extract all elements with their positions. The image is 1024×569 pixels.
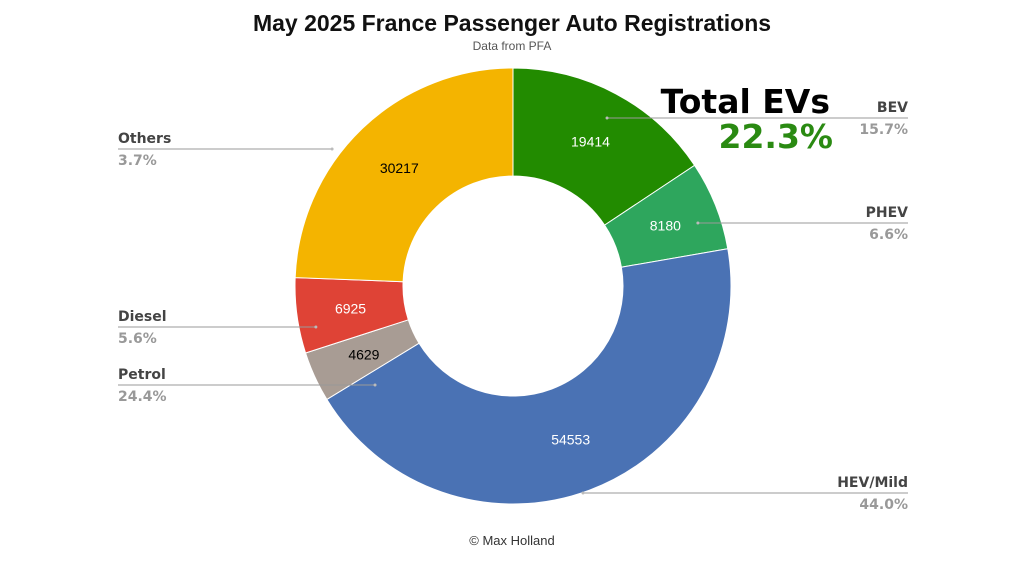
leader-dot-phev [696, 221, 700, 225]
percent-label-bev: 15.7% [859, 122, 908, 138]
chart-title: May 2025 France Passenger Auto Registrat… [253, 10, 771, 36]
total-evs-title: Total EVs [661, 82, 830, 121]
value-labels-group: 19414 8180 54553 4629 6925 30217 [335, 133, 681, 447]
percent-label-diesel: 5.6% [118, 331, 157, 347]
total-evs-value: 22.3% [719, 117, 834, 156]
category-label-diesel: Diesel [118, 309, 167, 325]
slice-petrol [294, 67, 514, 283]
leader-dot-bev [605, 116, 609, 120]
chart-credit: © Max Holland [469, 533, 554, 548]
slice-hev-mild [326, 248, 732, 505]
value-label-others: 4629 [348, 346, 379, 362]
leader-dot-diesel [314, 325, 318, 329]
percent-label-petrol: 24.4% [118, 389, 167, 405]
value-label-hev-mild: 54553 [551, 432, 590, 448]
category-label-bev: BEV [877, 100, 908, 116]
category-label-phev: PHEV [866, 205, 909, 221]
percent-label-hev-mild: 44.0% [859, 497, 908, 513]
slice-bev [512, 67, 696, 226]
category-label-hev-mild: HEV/Mild [837, 475, 908, 491]
value-label-bev: 19414 [571, 133, 610, 149]
category-labels-group: BEV 15.7% PHEV 6.6% HEV/Mild 44.0% Others 3.7% D… [118, 100, 908, 513]
value-label-phev: 8180 [650, 217, 681, 233]
value-label-diesel: 6925 [335, 300, 366, 316]
category-label-petrol: Petrol [118, 367, 166, 383]
category-label-others: Others [118, 131, 171, 147]
value-label-petrol: 30217 [380, 160, 419, 176]
percent-label-others: 3.7% [118, 153, 157, 169]
leader-lines-group [118, 116, 908, 495]
chart-subtitle: Data from PFA [473, 39, 552, 53]
slices-group [294, 67, 732, 505]
leader-dot-hev-mild [581, 491, 585, 495]
leader-dot-others [330, 147, 334, 151]
leader-dot-petrol [373, 383, 377, 387]
percent-label-phev: 6.6% [869, 227, 908, 243]
